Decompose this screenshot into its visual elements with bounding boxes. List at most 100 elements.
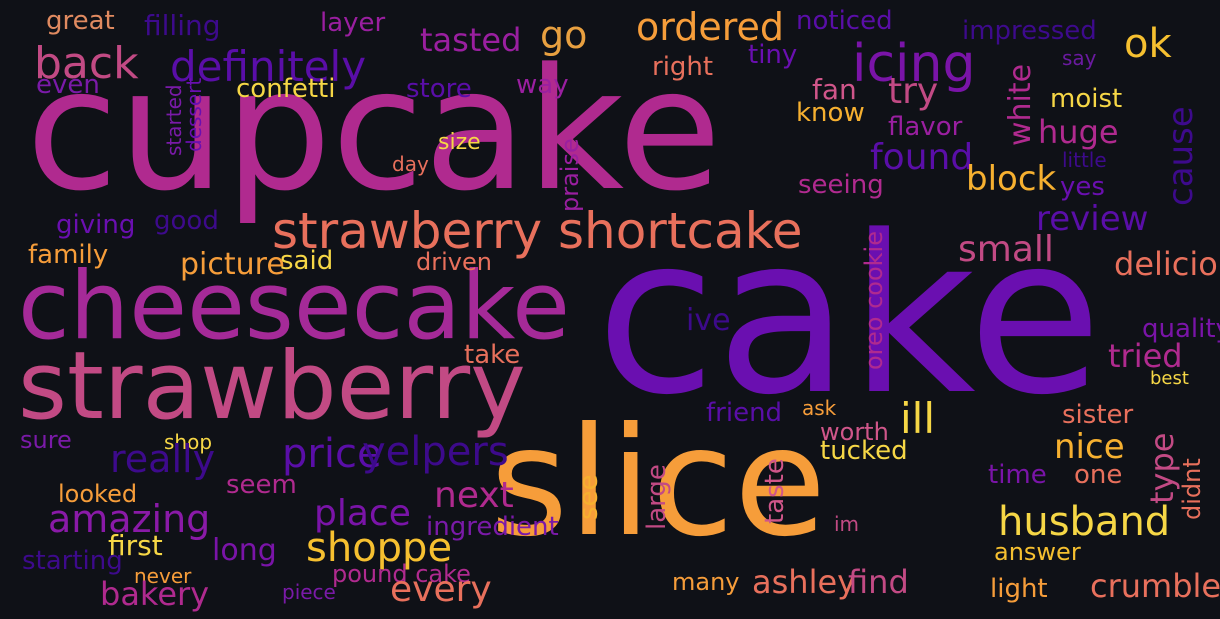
word-cheesecake: cheesecake [18, 252, 570, 361]
word-answer: see [574, 474, 604, 520]
word-fan: fan [812, 73, 857, 106]
word-strawberry-shortcake: strawberry shortcake [272, 202, 803, 260]
word-family: seeing [798, 170, 884, 200]
word-many: long [212, 533, 277, 568]
word-first: time [988, 460, 1047, 490]
word-really: ill [900, 394, 936, 443]
word-tucked: shop [164, 430, 213, 454]
word-never: place [314, 493, 411, 534]
word-back: back [34, 38, 139, 89]
word-way: way [516, 70, 569, 100]
word-cause: pound cake [332, 560, 471, 588]
word-pound-cake: amazing [48, 497, 211, 541]
word-yes: size [438, 130, 481, 155]
word-bakery: husband [998, 499, 1171, 545]
word-size: huge [1038, 113, 1119, 151]
word-filling: filling [144, 9, 221, 42]
word-said: giving [56, 210, 136, 240]
word-ok: ok [1124, 21, 1172, 67]
word-next: nice [1054, 427, 1125, 467]
word-review: yes [1060, 172, 1105, 202]
word-white: starting [22, 546, 123, 576]
word-shoppe: looked [58, 480, 138, 508]
word-sure: tried [1108, 337, 1183, 375]
word-block: dessert [182, 77, 206, 152]
word-cake: cake [596, 190, 1103, 443]
word-ive: picture [180, 247, 285, 282]
word-best: delicious [1114, 245, 1220, 283]
word-see: many [672, 568, 740, 596]
word-strawberry: strawberry [18, 332, 526, 441]
word-ask: quality [1142, 314, 1220, 344]
word-dessert: bakery [100, 575, 210, 613]
word-go: go [540, 13, 588, 57]
word-one: price [282, 431, 382, 477]
word-day: found [870, 137, 974, 178]
word-moist: moist [1050, 84, 1123, 114]
word-definitely: definitely [170, 42, 367, 91]
word-sister: oreo cookie [860, 231, 888, 370]
word-confetti: confetti [236, 74, 336, 104]
word-large: light [990, 574, 1048, 604]
word-giving: little [1062, 148, 1107, 172]
word-taste: crumble [1090, 567, 1220, 605]
word-quality: said [280, 246, 334, 276]
word-right: right [652, 52, 714, 82]
word-seeing: day [392, 152, 429, 176]
word-type: ashley [752, 563, 857, 601]
word-looked: yelpers [362, 429, 509, 475]
word-price: sister [1062, 400, 1134, 430]
word-cupcake: cupcake [26, 32, 722, 228]
word-piece: taste [760, 458, 790, 524]
word-delicious: family [28, 240, 109, 270]
word-crumble: answer [994, 538, 1081, 566]
word-picture: praise [556, 138, 584, 212]
word-light: im [834, 512, 860, 536]
word-find: ingredient [426, 512, 559, 542]
word-ashley: shoppe [306, 525, 453, 571]
word-husband: didnt [1178, 458, 1206, 520]
word-layer: layer [320, 8, 386, 38]
word-started: never [134, 564, 192, 588]
word-seem: worth [820, 418, 889, 446]
word-yelpers: ask [802, 396, 837, 420]
word-huge: know [796, 98, 865, 128]
word-store: store [406, 74, 472, 104]
word-flavor: cause [1161, 106, 1201, 206]
word-im: next [434, 475, 514, 516]
word-little: started [162, 84, 186, 156]
word-didnt: find [848, 563, 909, 601]
word-tasted: tasted [420, 21, 522, 59]
word-oreo-cookie: every [390, 569, 492, 610]
word-worth: friend [706, 398, 783, 428]
word-slice: slice [490, 396, 827, 570]
word-amazing: tucked [820, 436, 908, 466]
word-time: really [110, 437, 216, 481]
word-tiny: tiny [748, 40, 798, 70]
word-icing: icing [852, 34, 976, 94]
word-impressed: impressed [962, 16, 1097, 46]
word-long: one [1074, 460, 1123, 490]
word-take: driven [416, 248, 492, 276]
word-say: say [1062, 46, 1097, 70]
word-tried: small [958, 229, 1054, 270]
word-try: try [888, 71, 939, 112]
word-know: white [1003, 63, 1038, 146]
word-noticed: noticed [796, 6, 893, 36]
word-ordered: ordered [636, 5, 784, 49]
word-small: review [1036, 199, 1149, 239]
word-driven: good [154, 206, 219, 236]
word-place: type [1143, 432, 1181, 504]
word-even: even [36, 70, 100, 100]
word-found: flavor [888, 112, 963, 142]
word-every: first [108, 529, 163, 562]
word-good: block [966, 159, 1057, 199]
word-shop: best [1150, 368, 1189, 389]
word-great: great [46, 6, 115, 36]
word-praise: piece [282, 580, 336, 604]
word-starting: large [642, 464, 672, 530]
word-ingredient: seem [226, 470, 297, 500]
word-nice: sure [20, 426, 72, 454]
word-ill: ive [686, 303, 731, 338]
